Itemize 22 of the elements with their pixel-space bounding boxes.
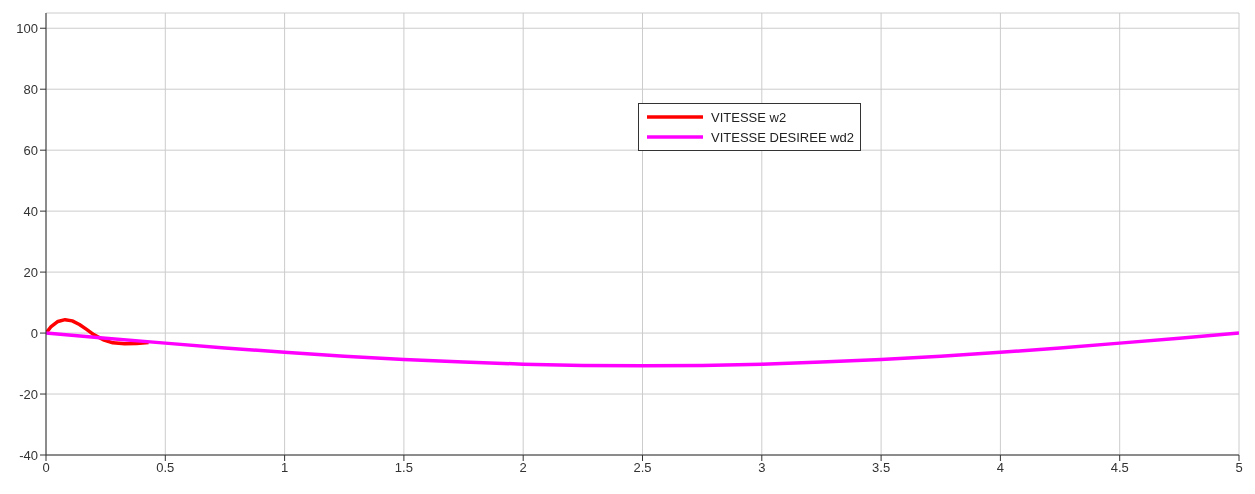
y-tick-label: 60 (23, 142, 38, 158)
legend-label: VITESSE DESIREE wd2 (711, 129, 855, 145)
x-tick-label: 0 (42, 460, 50, 476)
x-tick-label: 3.5 (872, 460, 891, 476)
line-series (46, 331, 1239, 368)
y-tick-label: -40 (19, 447, 38, 463)
x-tick-label: 2.5 (633, 460, 652, 476)
x-tick-label: 1.5 (394, 460, 413, 476)
x-tick-label: 4.5 (1110, 460, 1129, 476)
legend-label: VITESSE w2 (711, 109, 787, 125)
y-tick-label: 100 (16, 20, 38, 36)
y-tick-label: 80 (23, 81, 38, 97)
y-tick-label: 0 (30, 325, 38, 341)
y-tick-label: 20 (23, 264, 38, 280)
x-tick-label: 3 (758, 460, 766, 476)
y-tick-label: 40 (23, 203, 38, 219)
x-tick-label: 0.5 (156, 460, 175, 476)
x-tick-label: 2 (519, 460, 527, 476)
x-tick-label: 1 (280, 460, 289, 476)
x-tick-label: 4 (996, 460, 1005, 476)
x-tick-label: 5 (1235, 460, 1243, 476)
y-tick-label: -20 (19, 386, 38, 402)
